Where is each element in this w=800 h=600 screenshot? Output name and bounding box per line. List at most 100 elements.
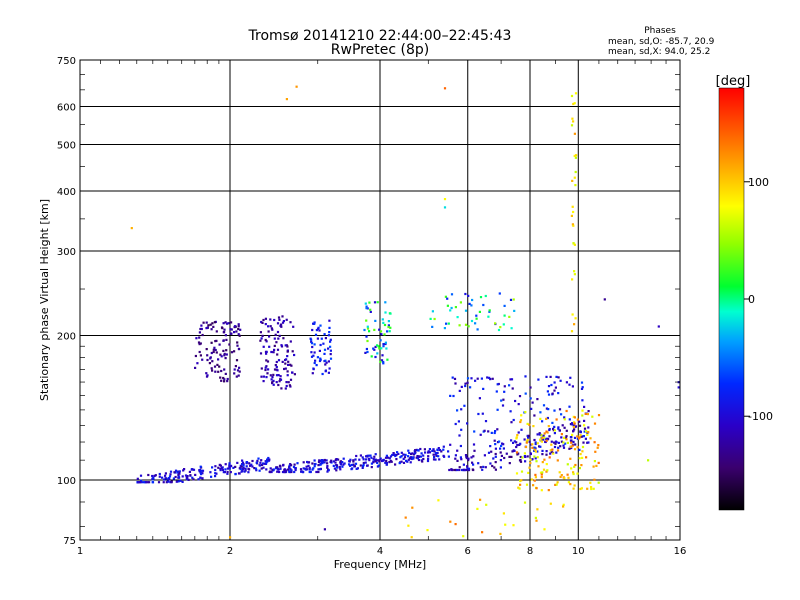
data-point	[549, 375, 552, 378]
data-point	[294, 467, 297, 470]
data-point	[361, 456, 364, 459]
data-point	[457, 420, 460, 423]
data-point	[481, 412, 484, 415]
data-point	[499, 447, 502, 450]
data-point	[222, 339, 225, 342]
data-point	[209, 471, 212, 474]
data-point	[339, 463, 342, 466]
data-point	[491, 377, 494, 380]
data-point	[294, 468, 297, 472]
data-point	[222, 376, 225, 380]
data-point	[249, 464, 252, 467]
data-point	[329, 353, 332, 356]
data-point	[553, 409, 556, 412]
data-point	[210, 475, 213, 478]
data-point	[352, 459, 355, 462]
data-point	[568, 418, 571, 421]
data-point	[388, 457, 391, 460]
data-point	[587, 441, 590, 444]
data-point	[321, 372, 324, 376]
data-point	[547, 489, 550, 492]
data-point	[335, 458, 338, 461]
data-point	[145, 481, 148, 484]
data-point	[362, 461, 365, 465]
data-point	[311, 372, 314, 375]
data-point	[576, 418, 579, 421]
data-point	[532, 425, 535, 428]
data-point	[473, 430, 476, 433]
data-point	[459, 301, 462, 304]
data-point	[597, 481, 600, 484]
data-point	[241, 463, 244, 466]
data-point	[573, 422, 576, 425]
data-point	[512, 298, 515, 301]
data-point	[568, 383, 571, 386]
data-point	[495, 390, 498, 393]
data-point	[276, 466, 279, 469]
data-point	[239, 466, 242, 469]
data-point	[219, 464, 222, 467]
data-point	[175, 480, 178, 483]
data-point	[199, 342, 202, 345]
data-point	[573, 273, 576, 276]
data-point	[510, 455, 513, 458]
data-point	[275, 365, 278, 369]
data-point	[394, 454, 397, 458]
data-point	[548, 435, 551, 438]
data-point	[494, 443, 497, 446]
data-point	[326, 470, 329, 473]
data-point	[574, 184, 577, 187]
data-point	[201, 358, 204, 361]
data-point	[384, 456, 388, 459]
data-point	[228, 463, 231, 466]
data-point	[552, 427, 555, 430]
data-point	[168, 478, 171, 481]
data-point	[205, 348, 208, 351]
data-point	[573, 102, 576, 105]
data-point	[226, 470, 229, 474]
x-tick-label: 4	[377, 546, 383, 557]
data-point	[573, 421, 576, 424]
data-point	[536, 456, 539, 459]
data-point	[567, 476, 570, 479]
data-point	[526, 455, 529, 458]
data-point	[313, 459, 316, 462]
data-point	[490, 431, 493, 434]
data-point	[432, 448, 435, 451]
data-point	[226, 467, 229, 470]
data-point	[596, 446, 599, 449]
data-point	[351, 467, 354, 470]
data-point	[365, 335, 368, 338]
data-point	[365, 458, 368, 461]
data-point	[314, 359, 317, 362]
data-point	[220, 379, 223, 382]
data-point	[316, 327, 320, 330]
data-point	[572, 471, 575, 474]
data-point	[211, 466, 214, 469]
data-point	[141, 481, 144, 484]
data-point	[178, 470, 181, 473]
data-point	[205, 321, 208, 324]
data-point	[276, 330, 280, 334]
data-point	[342, 463, 345, 466]
data-point	[499, 532, 502, 535]
data-point	[260, 375, 263, 378]
data-point	[239, 328, 242, 331]
data-point	[272, 468, 275, 471]
data-point	[311, 468, 314, 471]
data-point	[366, 327, 370, 330]
data-point	[541, 461, 544, 464]
data-point	[289, 340, 292, 343]
data-point	[474, 322, 477, 325]
data-point	[583, 405, 586, 408]
data-point	[570, 446, 573, 450]
data-point	[232, 466, 235, 469]
data-point	[519, 419, 523, 422]
data-point	[372, 347, 375, 350]
data-point	[174, 475, 177, 479]
data-point	[569, 457, 572, 460]
data-point	[501, 404, 505, 407]
data-point	[467, 468, 471, 472]
data-point	[387, 320, 390, 323]
data-point	[482, 465, 485, 468]
